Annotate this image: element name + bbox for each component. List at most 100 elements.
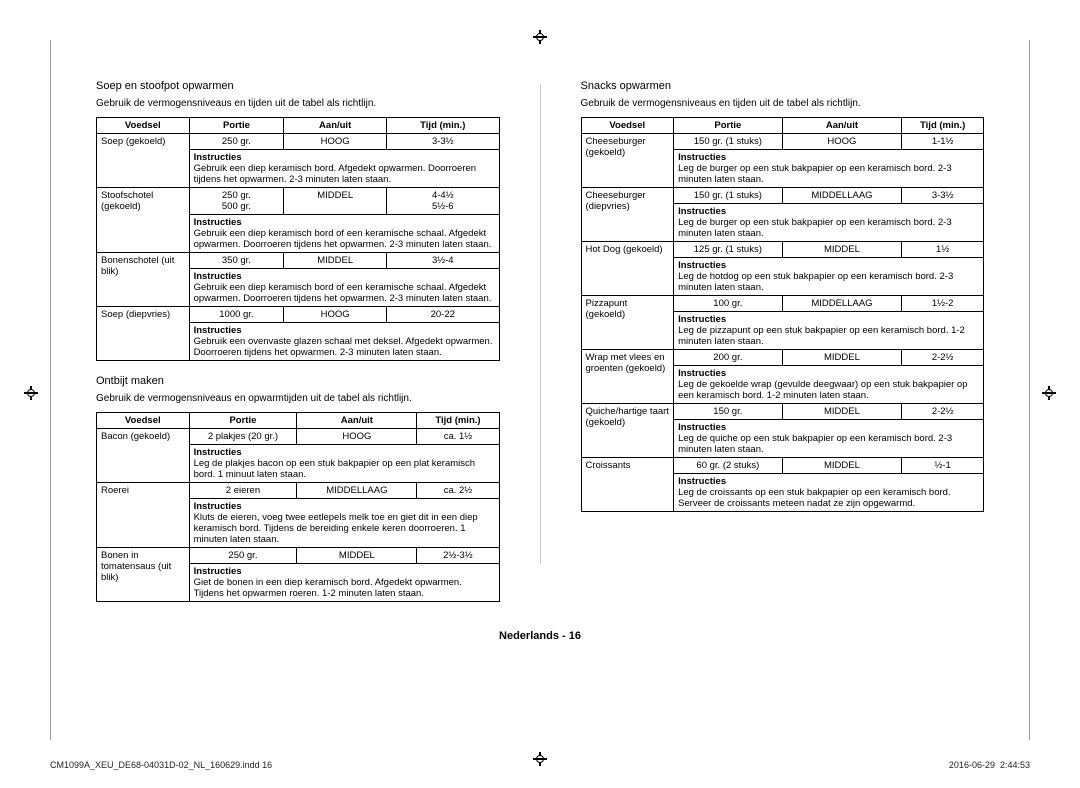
cell-tijd: 3-3½ [387, 134, 499, 150]
instr-label: Instructies [678, 476, 726, 487]
left-column: Soep en stoofpot opwarmen Gebruik de ver… [96, 80, 500, 616]
instr-label: Instructies [194, 566, 242, 577]
table-row: Bonen in tomatensaus (uit blik) 250 gr. … [97, 548, 500, 564]
cell-food: Bonenschotel (uit blik) [97, 253, 190, 307]
cell-tijd: 20-22 [387, 307, 499, 323]
snacks-sub: Gebruik de vermogensniveaus en tijden ui… [581, 98, 985, 109]
print-footer: CM1099A_XEU_DE68-04031D-02_NL_160629.ind… [50, 760, 1030, 770]
th-portie: Portie [189, 413, 297, 429]
cell-instr: InstructiesLeg de gekoelde wrap (gevulde… [674, 366, 984, 404]
cell-tijd: ca. 2½ [417, 483, 499, 499]
table-row: Bacon (gekoeld) 2 plakjes (20 gr.) HOOG … [97, 429, 500, 445]
cell-instr: Instructies Kluts de eieren, voeg twee e… [189, 499, 499, 548]
instr-label: Instructies [678, 206, 726, 217]
cell-food: Soep (diepvries) [97, 307, 190, 361]
instr-label: Instructies [194, 325, 242, 336]
print-file: CM1099A_XEU_DE68-04031D-02_NL_160629.ind… [50, 760, 272, 770]
table-row: Cheeseburger (diepvries) 150 gr. (1 stuk… [581, 188, 984, 204]
th-tijd: Tijd (min.) [387, 118, 499, 134]
cell-instr: Instructies Leg de plakjes bacon op een … [189, 445, 499, 483]
cell-power: MIDDEL [284, 188, 387, 215]
table-header-row: Voedsel Portie Aan/uit Tijd (min.) [97, 118, 500, 134]
th-aanuit: Aan/uit [297, 413, 417, 429]
cell-instr: Instructies Gebruik een ovenvaste glazen… [189, 323, 499, 361]
soep-sub: Gebruik de vermogensniveaus en tijden ui… [96, 98, 500, 109]
instr-label: Instructies [194, 447, 242, 458]
cell-instr: InstructiesLeg de burger op een stuk bak… [674, 150, 984, 188]
soep-title: Soep en stoofpot opwarmen [96, 80, 500, 92]
cell-tijd: 3-3½ [902, 188, 984, 204]
cell-instr: InstructiesLeg de quiche op een stuk bak… [674, 420, 984, 458]
soep-table: Voedsel Portie Aan/uit Tijd (min.) Soep … [96, 117, 500, 361]
instr-text: Leg de burger op een stuk bakpapier op e… [678, 217, 952, 239]
crop-mark-right [1042, 386, 1056, 400]
cell-portie: 2 plakjes (20 gr.) [189, 429, 297, 445]
cell-tijd: ½-1 [902, 458, 984, 474]
table-row: Soep (diepvries) 1000 gr. HOOG 20-22 [97, 307, 500, 323]
table-row: Wrap met vlees en groenten (gekoeld) 200… [581, 350, 984, 366]
th-portie: Portie [189, 118, 284, 134]
ontbijt-sub: Gebruik de vermogensniveaus en opwarmtij… [96, 393, 500, 404]
column-divider [540, 84, 541, 564]
cell-food: Pizzapunt (gekoeld) [581, 296, 674, 350]
print-time: 2016-06-29 ‎‎‎ 2:44:53 [949, 760, 1030, 770]
cell-instr: InstructiesLeg de pizzapunt op een stuk … [674, 312, 984, 350]
th-tijd: Tijd (min.) [902, 118, 984, 134]
cell-food: Cheeseburger (diepvries) [581, 188, 674, 242]
instr-text: Gebruik een diep keramisch bord of een k… [194, 282, 492, 304]
page-number: Nederlands - 16 [51, 630, 1029, 642]
cell-food: Bonen in tomatensaus (uit blik) [97, 548, 190, 602]
th-tijd: Tijd (min.) [417, 413, 499, 429]
instr-text: Leg de burger op een stuk bakpapier op e… [678, 163, 952, 185]
cell-power: HOOG [284, 307, 387, 323]
cell-power: HOOG [284, 134, 387, 150]
cell-portie: 250 gr. [189, 134, 284, 150]
cell-food: Bacon (gekoeld) [97, 429, 190, 483]
instr-text: Leg de hotdog op een stuk bakpapier op e… [678, 271, 953, 293]
table-row: Roerei 2 eieren MIDDELLAAG ca. 2½ [97, 483, 500, 499]
th-voedsel: Voedsel [97, 118, 190, 134]
cell-instr: Instructies Gebruik een diep keramisch b… [189, 215, 499, 253]
instr-text: Gebruik een ovenvaste glazen schaal met … [194, 336, 493, 358]
cell-food: Hot Dog (gekoeld) [581, 242, 674, 296]
table-row: Quiche/hartige taart (gekoeld) 150 gr. M… [581, 404, 984, 420]
cell-power: HOOG [782, 134, 902, 150]
cell-power: MIDDEL [284, 253, 387, 269]
snacks-table: Voedsel Portie Aan/uit Tijd (min.) Chees… [581, 117, 985, 512]
cell-portie: 1000 gr. [189, 307, 284, 323]
instr-label: Instructies [194, 217, 242, 228]
cell-food: Stoofschotel (gekoeld) [97, 188, 190, 253]
cell-tijd: 4-4½ 5½-6 [387, 188, 499, 215]
table-row: Bonenschotel (uit blik) 350 gr. MIDDEL 3… [97, 253, 500, 269]
cell-power: MIDDEL [782, 458, 902, 474]
cell-power: MIDDEL [297, 548, 417, 564]
table-header-row: Voedsel Portie Aan/uit Tijd (min.) [97, 413, 500, 429]
cell-tijd: 2-2½ [902, 404, 984, 420]
cell-power: MIDDEL [782, 242, 902, 258]
instr-text: Gebruik een diep keramisch bord of een k… [194, 228, 492, 250]
instr-label: Instructies [678, 422, 726, 433]
cell-food: Wrap met vlees en groenten (gekoeld) [581, 350, 674, 404]
cell-tijd: 1-1½ [902, 134, 984, 150]
cell-food: Roerei [97, 483, 190, 548]
cell-instr: InstructiesLeg de burger op een stuk bak… [674, 204, 984, 242]
cell-instr: Instructies Giet de bonen in een diep ke… [189, 564, 499, 602]
table-row: Croissants 60 gr. (2 stuks) MIDDEL ½-1 [581, 458, 984, 474]
cell-tijd: ca. 1½ [417, 429, 499, 445]
cell-power: MIDDELLAAG [297, 483, 417, 499]
instr-label: Instructies [678, 152, 726, 163]
cell-instr: Instructies Gebruik een diep keramisch b… [189, 150, 499, 188]
cell-food: Soep (gekoeld) [97, 134, 190, 188]
instr-text: Kluts de eieren, voeg twee eetlepels mel… [194, 512, 478, 545]
table-row: Hot Dog (gekoeld) 125 gr. (1 stuks) MIDD… [581, 242, 984, 258]
right-column: Snacks opwarmen Gebruik de vermogensnive… [581, 80, 985, 616]
cell-power: HOOG [297, 429, 417, 445]
instr-text: Leg de croissants op een stuk bakpapier … [678, 487, 951, 509]
th-voedsel: Voedsel [581, 118, 674, 134]
table-row: Soep (gekoeld) 250 gr. HOOG 3-3½ [97, 134, 500, 150]
instr-label: Instructies [194, 152, 242, 163]
cell-portie: 250 gr. 500 gr. [189, 188, 284, 215]
table-row: Pizzapunt (gekoeld) 100 gr. MIDDELLAAG 1… [581, 296, 984, 312]
cell-portie: 100 gr. [674, 296, 783, 312]
cell-tijd: 3½-4 [387, 253, 499, 269]
